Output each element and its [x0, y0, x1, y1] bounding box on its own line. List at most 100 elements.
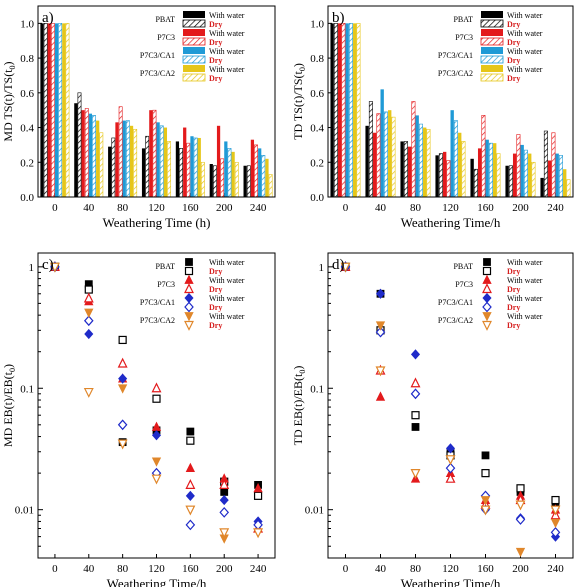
bar	[470, 158, 474, 197]
y-axis-label-subscript: 0	[298, 67, 307, 71]
data-point	[515, 500, 526, 511]
bar	[485, 139, 489, 197]
legend-water-label: With water	[209, 258, 245, 267]
y-tick-label: 0.0	[20, 192, 34, 204]
x-tick-label: 120	[442, 202, 459, 214]
bar	[415, 115, 419, 197]
data-point	[219, 528, 230, 539]
y-tick-label: 0.01	[305, 505, 324, 517]
x-tick-label: 240	[250, 563, 267, 575]
plot-frame	[37, 252, 276, 559]
bar	[186, 142, 191, 198]
legend-series-name: P7C3	[455, 33, 473, 42]
bar	[528, 153, 532, 197]
bar	[368, 101, 373, 198]
y-tick-label: 0.2	[20, 157, 34, 169]
data-point	[152, 394, 161, 403]
legend-swatch-dry	[182, 19, 206, 28]
x-tick-label: 200	[512, 563, 529, 575]
legend-water-label: With water	[507, 312, 543, 321]
data-point	[185, 462, 196, 473]
bar	[156, 122, 160, 197]
data-point	[185, 519, 196, 531]
legend-marker-water	[482, 274, 492, 284]
legend-swatch-dry	[182, 73, 206, 82]
bar	[348, 23, 353, 198]
y-tick-label: 0.6	[20, 88, 34, 100]
legend-swatch-water	[481, 11, 503, 18]
legend-dry-label: Dry	[209, 74, 222, 83]
bar	[62, 23, 66, 198]
data-point	[83, 315, 94, 327]
legend-series-name: PBAT	[453, 15, 473, 24]
legend-marker-dry	[482, 266, 492, 276]
bar	[383, 111, 388, 198]
bar	[231, 151, 235, 197]
bar	[400, 141, 404, 197]
legend-swatch-water	[183, 29, 205, 36]
legend-dry-label: Dry	[209, 20, 222, 29]
x-tick-label: 40	[83, 563, 95, 575]
data-point	[84, 328, 94, 340]
y-axis-label-end: )	[1, 61, 15, 65]
bar	[183, 127, 187, 197]
y-axis-label-main: TD EB(t)/EB(t	[291, 373, 305, 445]
data-point	[219, 479, 230, 489]
bar	[356, 23, 361, 198]
legend-dry-label: Dry	[507, 56, 520, 65]
bar-chart-panel: 0.0 0.2 0.4 0.6 0.8 1.0 0 40 80 120 160 200 240 a) Wea…	[1, 5, 276, 230]
bar	[508, 165, 513, 198]
bar	[477, 148, 482, 197]
bar	[473, 168, 478, 198]
panel-label: b)	[332, 10, 345, 26]
data-point	[411, 411, 420, 420]
legend-swatch-dry	[480, 55, 504, 64]
data-point	[550, 505, 561, 516]
bar	[74, 103, 78, 197]
data-point	[515, 547, 526, 558]
y-tick-label: 0.1	[310, 383, 324, 395]
bar	[141, 148, 146, 197]
data-point	[151, 382, 162, 393]
legend-marker-water	[185, 258, 193, 266]
legend-dry-label: Dry	[209, 321, 222, 330]
data-point	[481, 469, 490, 478]
x-tick-label: 80	[410, 202, 422, 214]
bar	[333, 23, 338, 198]
data-point	[340, 262, 351, 273]
data-point	[375, 288, 386, 299]
bar	[96, 120, 100, 197]
bar	[450, 110, 454, 197]
data-point	[551, 495, 560, 505]
data-point	[375, 391, 386, 401]
bar	[411, 101, 416, 198]
plot-frame	[327, 5, 574, 198]
panel-label: c)	[42, 257, 54, 273]
legend-series-name: P7C3	[157, 33, 175, 42]
bar	[88, 113, 93, 197]
data-point	[445, 462, 456, 474]
x-tick-label: 200	[216, 563, 233, 575]
bar	[129, 125, 134, 197]
bar	[558, 155, 563, 198]
legend-marker-water	[482, 292, 492, 304]
bar	[481, 115, 486, 198]
legend-swatch-water	[481, 47, 503, 54]
bar	[380, 89, 384, 197]
legend-dry-label: Dry	[507, 20, 520, 29]
legend-dry-label: Dry	[507, 285, 520, 294]
bar	[345, 23, 349, 198]
y-axis-label-subscript: 0	[8, 65, 17, 69]
bar	[512, 153, 517, 197]
x-tick-label: 120	[148, 563, 165, 575]
bar	[250, 139, 255, 197]
bar	[438, 153, 443, 198]
data-point	[186, 427, 195, 436]
data-point	[411, 423, 420, 431]
bar	[234, 161, 239, 198]
bar	[167, 141, 171, 198]
bar	[442, 151, 447, 197]
legend-water-label: With water	[507, 276, 543, 285]
legend-series-name: P7C3	[157, 280, 175, 289]
legend-marker-dry	[482, 320, 492, 331]
